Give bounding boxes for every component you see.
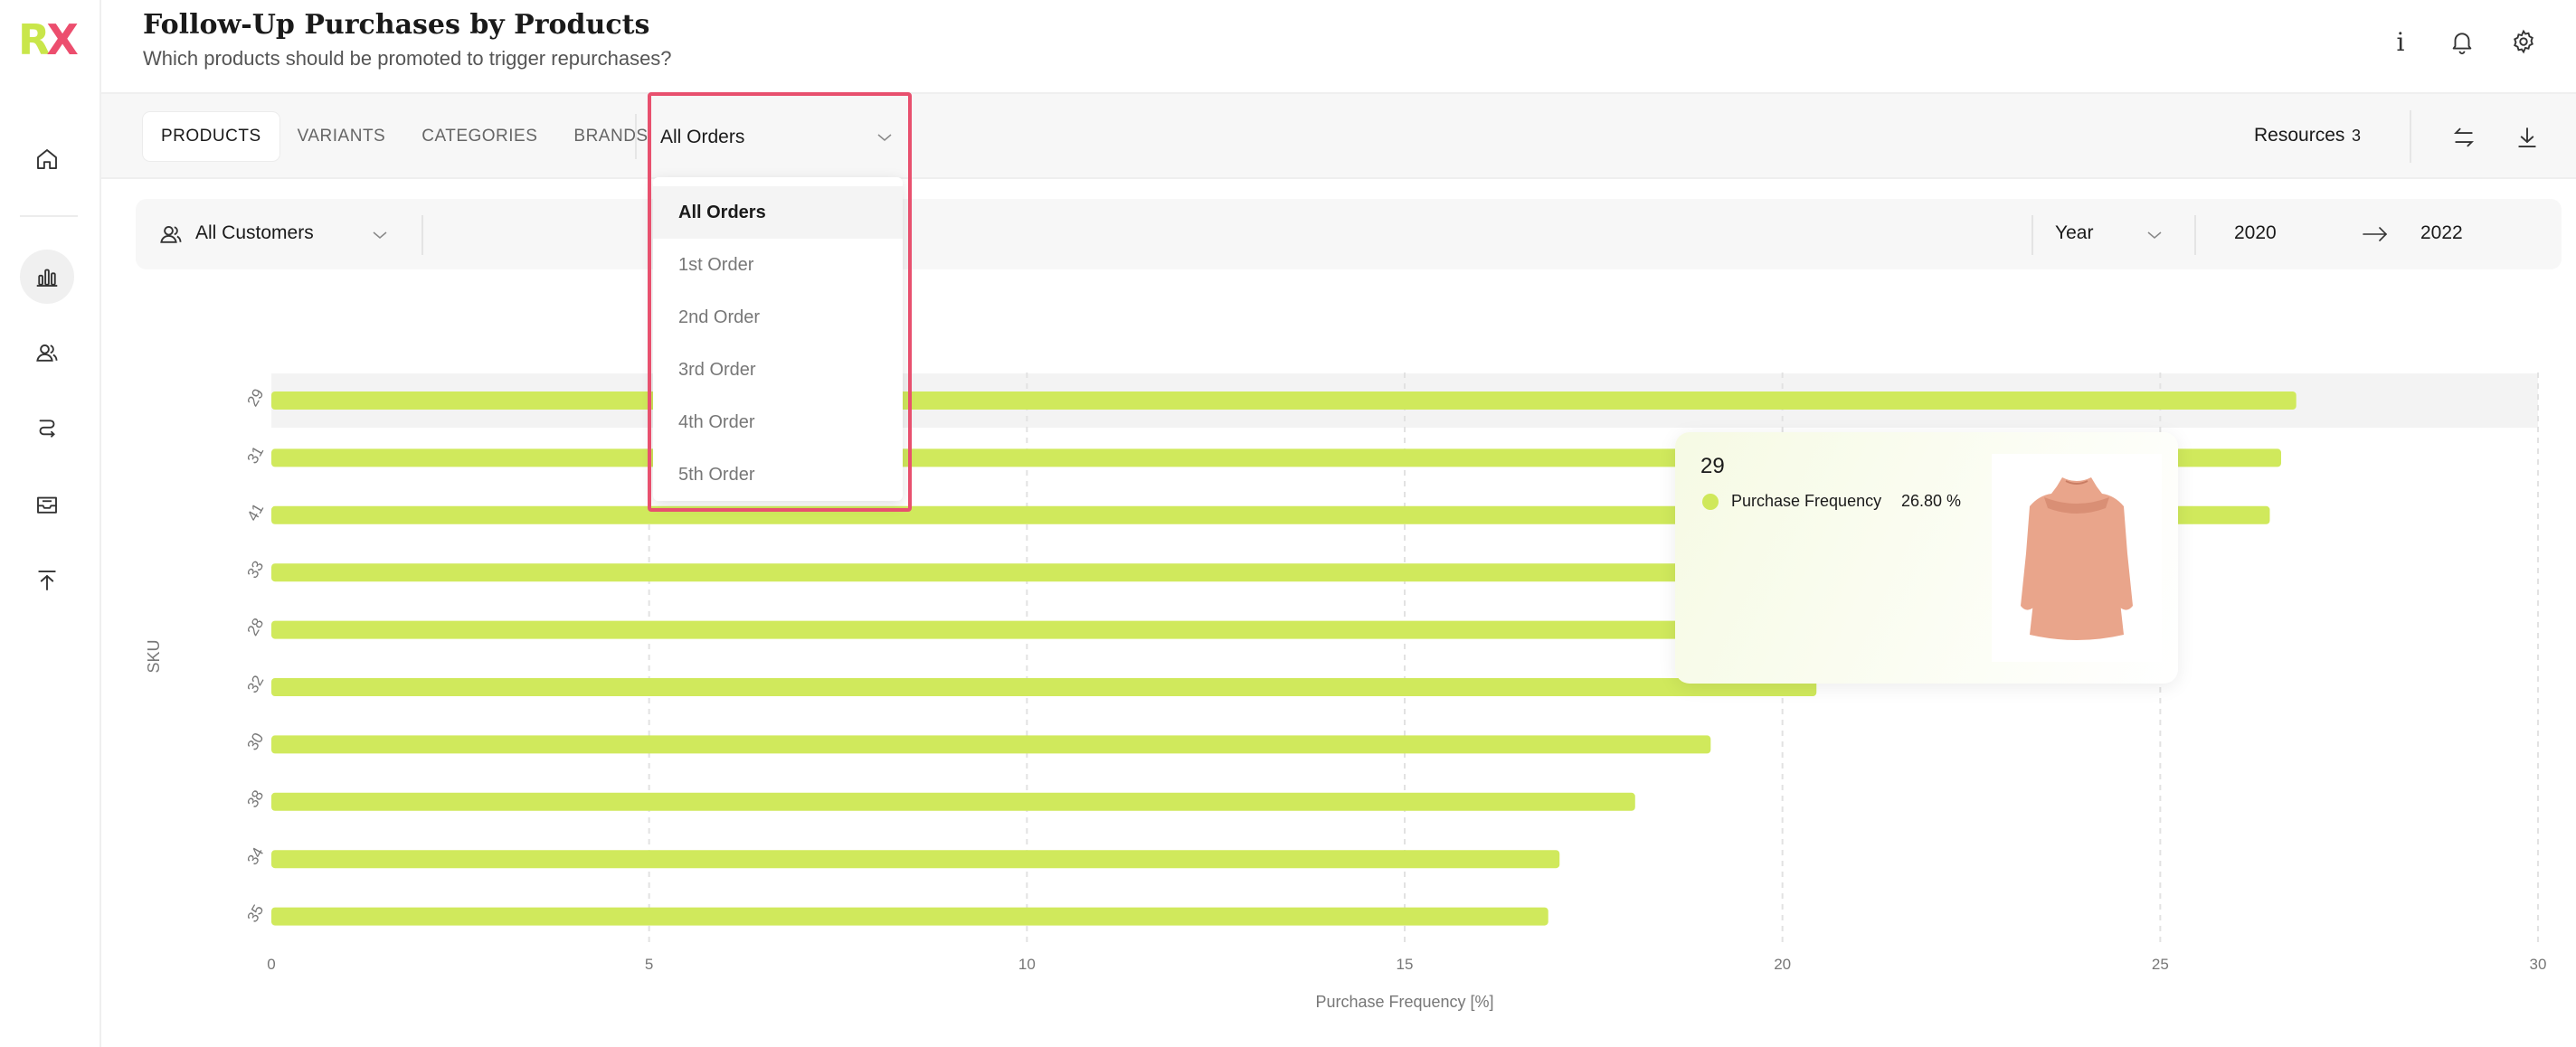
arrow-right-icon: [2363, 227, 2388, 241]
app-logo[interactable]: RX: [18, 15, 79, 64]
x-tick-label: 10: [1018, 956, 1036, 973]
bar: [271, 907, 1548, 926]
bar: [271, 850, 1560, 869]
users-icon: [160, 225, 182, 243]
x-axis-title: Purchase Frequency [%]: [1315, 993, 1493, 1011]
y-tick-label: 32: [243, 673, 267, 696]
notifications-button[interactable]: [2444, 24, 2480, 60]
page-title: Follow-Up Purchases by Products: [143, 9, 650, 41]
chart-tooltip: 29 Purchase Frequency 26.80 %: [1675, 432, 2178, 684]
y-tick-label: 29: [243, 386, 267, 410]
x-tick-label: 0: [267, 956, 275, 973]
y-tick-label: 28: [243, 615, 267, 638]
dress-image: [1992, 454, 2162, 662]
x-tick-label: 30: [2530, 956, 2547, 973]
toolbar-divider: [635, 114, 637, 159]
orders-select[interactable]: All Orders: [660, 119, 895, 156]
nav-upload[interactable]: [20, 553, 74, 608]
dropdown-option-3rd-order[interactable]: 3rd Order: [678, 359, 756, 380]
y-tick-label: 34: [243, 844, 267, 868]
page-subtitle: Which products should be promoted to tri…: [143, 47, 672, 70]
y-tick-label: 30: [243, 730, 267, 753]
resources-button[interactable]: Resources: [2254, 125, 2345, 146]
to-year-input[interactable]: 2022: [2420, 222, 2463, 243]
nav-customers[interactable]: [20, 325, 74, 380]
orders-dropdown-menu: All Orders 1st Order 2nd Order 3rd Order…: [653, 177, 903, 501]
toolbar: PRODUCTS VARIANTS CATEGORIES BRANDS All …: [101, 94, 2576, 179]
nav-analytics[interactable]: [20, 250, 74, 304]
bar: [271, 563, 1753, 582]
bell-icon: [2452, 33, 2472, 55]
y-tick-label: 35: [243, 901, 267, 925]
y-tick-label: 31: [243, 443, 267, 467]
y-axis-title: SKU: [145, 639, 163, 673]
period-select[interactable]: Year: [2055, 222, 2094, 243]
tooltip-series-value: 26.80 %: [1901, 492, 1962, 510]
inbox-icon: [37, 496, 57, 514]
download-icon: [2518, 127, 2536, 147]
chevron-down-icon[interactable]: [369, 224, 391, 246]
dropdown-option-5th-order[interactable]: 5th Order: [678, 464, 755, 485]
nav-home[interactable]: [20, 132, 74, 186]
download-button[interactable]: [2509, 119, 2545, 156]
dropdown-option-2nd-order[interactable]: 2nd Order: [678, 307, 761, 327]
x-tick-label: 15: [1397, 956, 1414, 973]
upload-icon: [38, 571, 56, 590]
toolbar-divider-right: [2410, 110, 2411, 163]
filter-bar: All Customers Year 2020 2022: [136, 199, 2562, 269]
x-tick-label: 20: [1774, 956, 1791, 973]
gear-icon: [2514, 29, 2533, 54]
orders-select-value: All Orders: [660, 127, 745, 147]
dropdown-option-4th-order[interactable]: 4th Order: [678, 411, 755, 432]
tooltip-series-label: Purchase Frequency: [1731, 492, 1882, 510]
x-tick-label: 25: [2152, 956, 2169, 973]
resources-count: 3: [2352, 127, 2362, 145]
chevron-down-icon: [877, 134, 892, 141]
filter-divider: [2194, 215, 2196, 255]
filter-divider: [2031, 215, 2033, 255]
x-tick-label: 5: [645, 956, 653, 973]
home-icon: [37, 149, 57, 169]
tooltip-title: 29: [1700, 454, 1725, 478]
swap-button[interactable]: [2446, 119, 2482, 156]
from-year-input[interactable]: 2020: [2234, 222, 2277, 243]
customers-select[interactable]: All Customers: [195, 222, 314, 243]
tab-brands[interactable]: BRANDS: [573, 127, 649, 146]
bar: [271, 678, 1817, 696]
tooltip-series-dot: [1702, 494, 1719, 510]
y-tick-label: 41: [243, 501, 267, 524]
sidebar-divider: [20, 215, 78, 217]
nav-journeys[interactable]: [20, 401, 74, 456]
users-icon: [36, 344, 58, 362]
settings-button[interactable]: [2505, 24, 2542, 60]
bar: [271, 735, 1711, 754]
info-icon: i: [2396, 26, 2405, 57]
chevron-down-icon[interactable]: [2144, 224, 2165, 246]
logo-letter-r: R: [18, 15, 50, 64]
bar-chart-icon: [36, 269, 58, 287]
tab-variants[interactable]: VARIANTS: [297, 127, 386, 146]
bar: [271, 391, 2297, 410]
dimension-tabs: PRODUCTS VARIANTS CATEGORIES BRANDS: [143, 112, 667, 161]
sidebar: RX: [0, 0, 101, 1047]
purchase-frequency-chart: 0 5 10 15 20 25 30 29 31 41 33 28 32 30 38 34 35 Purchase…: [145, 373, 2547, 1011]
tab-products[interactable]: PRODUCTS: [143, 112, 279, 161]
product-image: [1992, 454, 2162, 662]
dropdown-option-1st-order[interactable]: 1st Order: [678, 254, 754, 275]
filter-divider: [421, 215, 423, 255]
swap-icon: [2453, 127, 2475, 147]
y-tick-label: 33: [243, 558, 267, 581]
dropdown-option-all-orders[interactable]: All Orders: [653, 186, 903, 239]
route-icon: [39, 420, 55, 438]
y-tick-label: 38: [243, 788, 267, 811]
page-header: Follow-Up Purchases by Products Which pr…: [101, 0, 2576, 94]
nav-inbox[interactable]: [20, 477, 74, 532]
bar: [271, 792, 1635, 811]
logo-letter-x: X: [46, 15, 79, 64]
bar: [271, 620, 1791, 639]
tab-categories[interactable]: CATEGORIES: [421, 127, 538, 146]
info-button[interactable]: i: [2382, 24, 2419, 60]
